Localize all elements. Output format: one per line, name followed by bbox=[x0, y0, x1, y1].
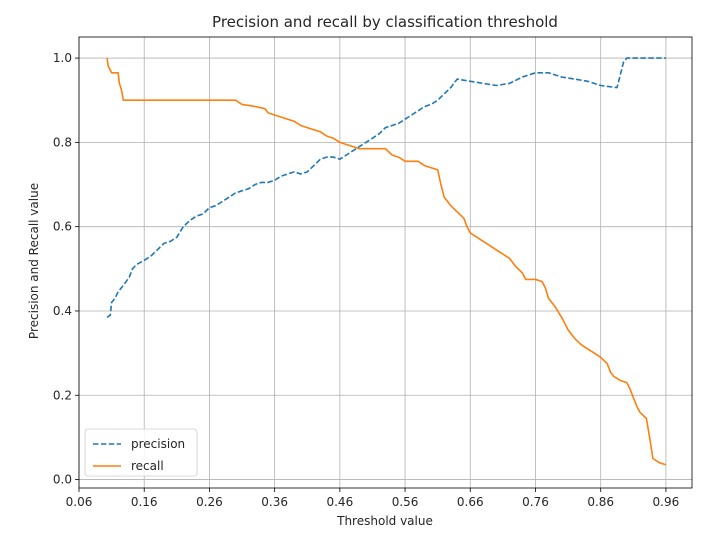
plot-frame bbox=[78, 36, 693, 489]
y-tick-label: 0.8 bbox=[53, 135, 72, 149]
y-tick-label: 0.0 bbox=[53, 473, 72, 487]
legend: precision recall bbox=[84, 428, 198, 477]
x-tick-label: 0.76 bbox=[522, 495, 549, 509]
y-tick-label: 0.4 bbox=[53, 304, 72, 318]
legend-precision-label: precision bbox=[131, 437, 185, 451]
x-tick-label: 0.66 bbox=[457, 495, 484, 509]
x-tick-label: 0.26 bbox=[196, 495, 223, 509]
x-tick-label: 0.56 bbox=[392, 495, 419, 509]
y-tick-label: 0.6 bbox=[53, 220, 72, 234]
y-axis-label: Precision and Recall value bbox=[27, 183, 41, 339]
y-tick-label: 0.2 bbox=[53, 388, 72, 402]
series-layer bbox=[106, 57, 667, 466]
x-tick-label: 0.06 bbox=[66, 495, 93, 509]
x-tick-label: 0.16 bbox=[131, 495, 158, 509]
x-tick-label: 0.36 bbox=[261, 495, 288, 509]
ticks: 0.06 0.16 0.26 0.36 0.46 0.56 0.66 0.76 0.86 0.96… bbox=[53, 51, 679, 509]
grid bbox=[78, 37, 692, 488]
x-tick-label: 0.96 bbox=[653, 495, 680, 509]
legend-recall-label: recall bbox=[131, 459, 164, 473]
legend-box bbox=[84, 428, 198, 477]
y-tick-label: 1.0 bbox=[53, 51, 72, 65]
precision-line bbox=[106, 57, 666, 318]
x-tick-label: 0.46 bbox=[326, 495, 353, 509]
chart-title: Precision and recall by classification t… bbox=[212, 13, 558, 31]
recall-line bbox=[106, 57, 667, 466]
x-axis-label: Threshold value bbox=[336, 514, 433, 528]
x-tick-label: 0.86 bbox=[587, 495, 614, 509]
